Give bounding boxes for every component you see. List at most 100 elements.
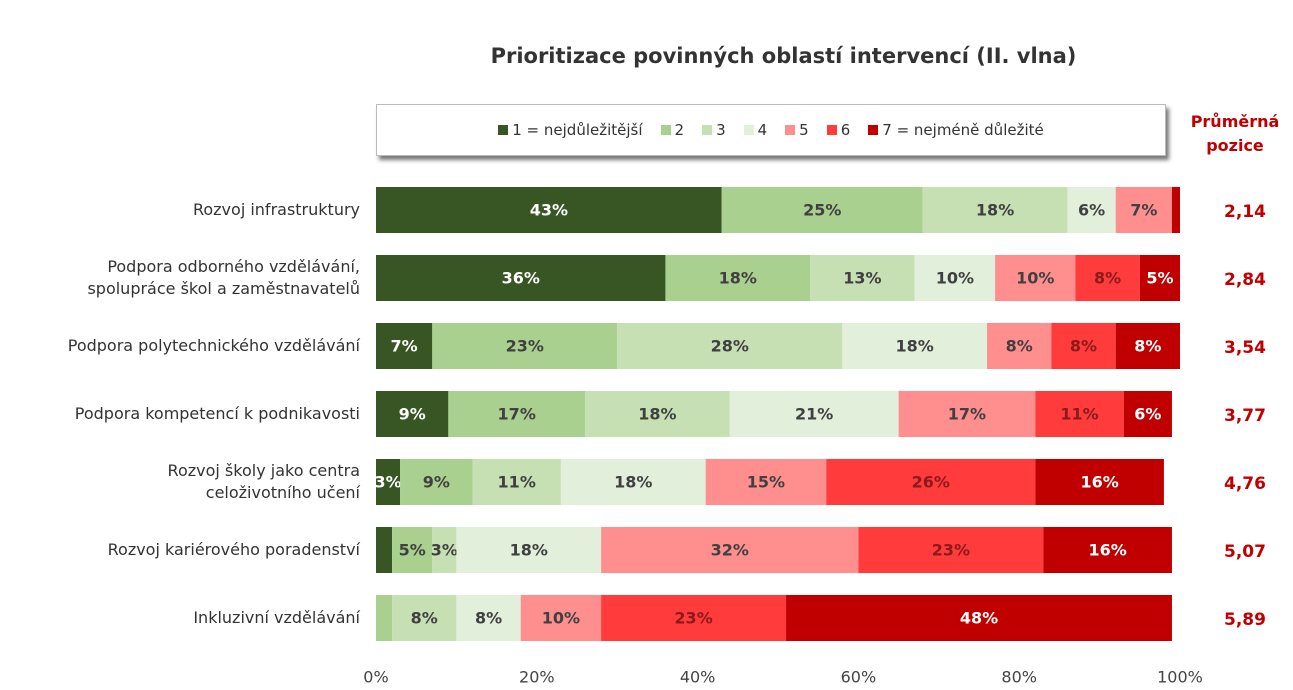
legend-swatch [743, 125, 754, 135]
chart-title: Prioritizace povinných oblastí intervenc… [490, 44, 1077, 68]
legend-item: 2 [660, 121, 685, 139]
bar-segment [1035, 391, 1124, 437]
legend-label: 1 = nejdůležitější [512, 121, 643, 139]
data-label: 18% [719, 269, 757, 288]
data-label: 16% [1088, 541, 1126, 560]
average-value: 4,76 [1224, 474, 1266, 494]
bar-segment [456, 527, 602, 573]
data-label: 43% [530, 201, 568, 220]
legend-item: 5 [785, 121, 809, 139]
data-label: 25% [803, 201, 841, 220]
bar-segment [1043, 527, 1172, 573]
legend-item: 7 = nejméně důležité [868, 121, 1044, 139]
bar-segment [601, 527, 859, 573]
category-label: Podpora odborného vzdělávání, spolupráce… [87, 257, 360, 298]
bar-segment [472, 459, 561, 505]
data-label: 21% [795, 405, 833, 424]
data-label: 8% [1070, 337, 1097, 356]
data-label: 36% [502, 269, 540, 288]
bar-segment [1115, 323, 1180, 369]
data-label: 8% [1006, 337, 1033, 356]
bar-segment [376, 323, 433, 369]
data-label: 11% [498, 473, 536, 492]
data-label: 18% [976, 201, 1014, 220]
data-label: 10% [936, 269, 974, 288]
bar-segment [705, 459, 827, 505]
average-title: Průměrná pozice [1190, 112, 1280, 155]
bar-segment [995, 255, 1076, 301]
data-label: 17% [498, 405, 536, 424]
average-value: 2,14 [1224, 202, 1266, 222]
x-tick-label: 20% [519, 668, 555, 687]
legend-swatch [660, 125, 671, 135]
data-label: 15% [747, 473, 785, 492]
bar-segment [376, 459, 401, 505]
data-label: 8% [1094, 269, 1121, 288]
bar-segment [520, 595, 602, 641]
average-value: 2,84 [1224, 270, 1266, 290]
data-label: 28% [711, 337, 749, 356]
data-label: 18% [896, 337, 934, 356]
bar-segment [392, 527, 433, 573]
legend-item: 3 [702, 121, 726, 139]
bar-segment [898, 391, 1036, 437]
bar-segment [1139, 255, 1180, 301]
data-label: 5% [1146, 269, 1173, 288]
data-label: 10% [1016, 269, 1054, 288]
bar-segment [432, 527, 457, 573]
legend-swatch [868, 125, 879, 135]
legend-label: 3 [716, 121, 726, 139]
data-label: 9% [423, 473, 450, 492]
data-label: 23% [932, 541, 970, 560]
bar-segment [376, 255, 666, 301]
bar-segment [376, 187, 722, 233]
data-label: 10% [542, 609, 580, 628]
legend: 1 = nejdůležitější 2 3 4 5 6 7 = nejméně důlež… [376, 104, 1166, 156]
x-tick-label: 60% [841, 668, 877, 687]
bar-segment [585, 391, 730, 437]
data-label: 8% [411, 609, 438, 628]
average-value: 3,54 [1224, 338, 1266, 358]
data-label: 8% [1134, 337, 1161, 356]
legend-item: 1 = nejdůležitější [498, 121, 643, 139]
bar-segment [922, 187, 1068, 233]
bar-segment [376, 595, 393, 641]
data-label: 11% [1060, 405, 1098, 424]
bar-segment [721, 187, 923, 233]
bar-segment [448, 391, 586, 437]
x-tick-label: 0% [363, 668, 388, 687]
data-label: 7% [1130, 201, 1157, 220]
bar-segment [1067, 187, 1116, 233]
bar-segment [432, 323, 618, 369]
data-label: 18% [614, 473, 652, 492]
bar-segment [400, 459, 473, 505]
x-tick-label: 40% [680, 668, 716, 687]
data-label: 18% [510, 541, 548, 560]
category-label: Inkluzivní vzdělávání [193, 608, 360, 627]
data-label: 5% [399, 541, 426, 560]
bar-segment [1075, 255, 1140, 301]
bar-segment [601, 595, 787, 641]
legend-swatch [785, 125, 796, 135]
data-label: 3% [431, 541, 458, 560]
bar-segment [914, 255, 996, 301]
data-label: 32% [711, 541, 749, 560]
bar-segment [987, 323, 1052, 369]
bar-segment [1123, 391, 1172, 437]
bar-segment [842, 323, 988, 369]
legend-swatch [498, 125, 509, 135]
data-label: 13% [843, 269, 881, 288]
bar-segment [376, 391, 449, 437]
bar-segment [1051, 323, 1116, 369]
bar-segment [665, 255, 811, 301]
data-label: 3% [374, 473, 401, 492]
legend-label: 5 [799, 121, 809, 139]
legend-label: 2 [674, 121, 685, 139]
data-label: 18% [638, 405, 676, 424]
category-label: Podpora kompetencí k podnikavosti [74, 404, 360, 423]
data-label: 8% [475, 609, 502, 628]
category-label: Rozvoj infrastruktury [192, 200, 360, 219]
category-label: Rozvoj kariérového poradenství [107, 540, 360, 559]
average-value: 5,89 [1224, 610, 1266, 630]
